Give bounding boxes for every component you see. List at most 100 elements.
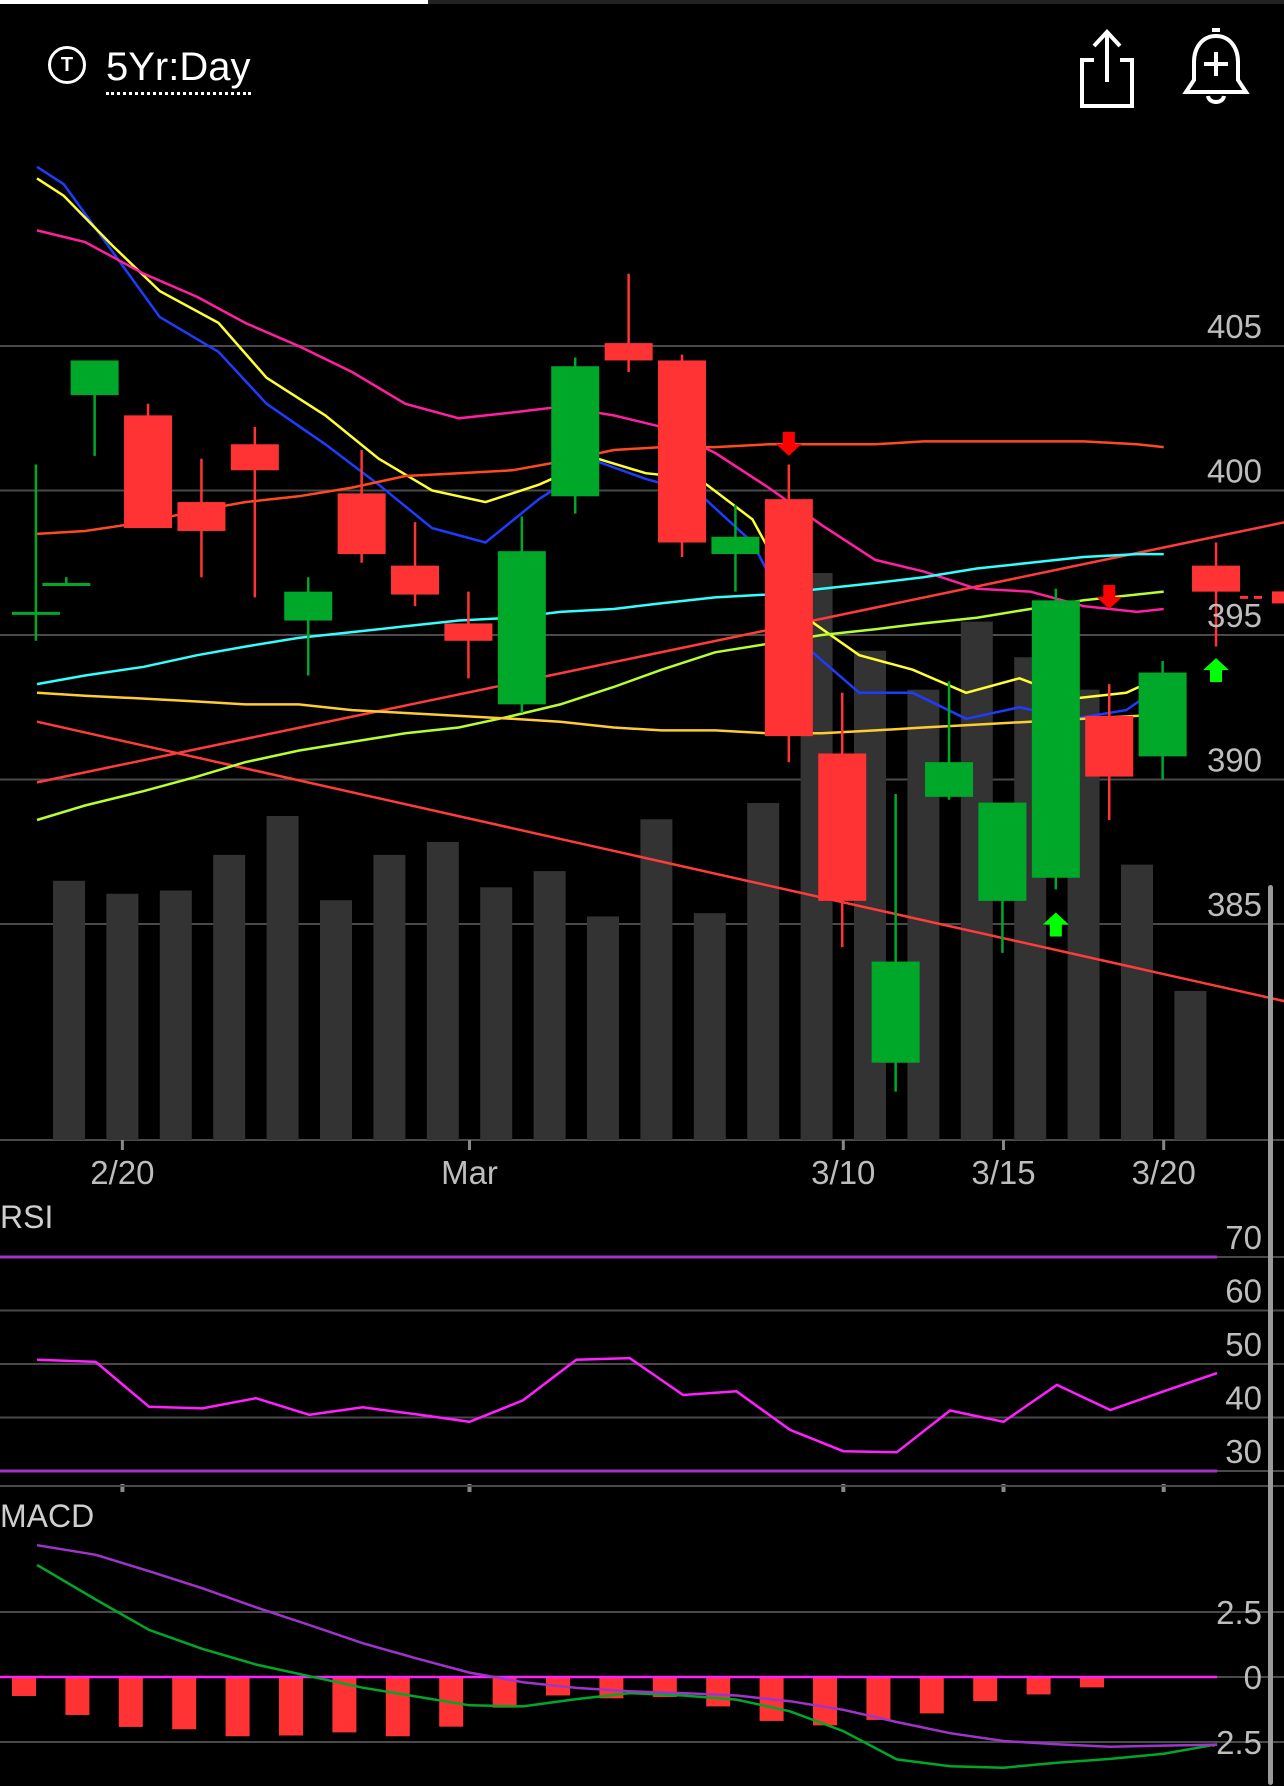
- volume-bar: [266, 816, 299, 1140]
- moving-average-line: [36, 691, 1164, 735]
- candle-up: [871, 961, 920, 1063]
- volume-bar: [426, 841, 459, 1140]
- volume-bar: [373, 854, 406, 1140]
- date-tick-label: Mar: [441, 1154, 498, 1191]
- macd-histogram-bar: [65, 1677, 90, 1715]
- macd-panel: MACD 2.5 0 -2.5: [0, 1498, 1284, 1769]
- macd-histogram-bar: [813, 1677, 837, 1726]
- macd-histogram-bar: [492, 1677, 517, 1708]
- rsi-title: RSI: [0, 1199, 53, 1235]
- macd-histogram-bar: [118, 1677, 143, 1727]
- macd-tick-label: 2.5: [1216, 1594, 1262, 1631]
- share-button[interactable]: [1070, 26, 1142, 110]
- volume-bar: [1121, 864, 1153, 1140]
- share-icon: [1080, 29, 1134, 108]
- rsi-tick-label: 40: [1225, 1380, 1262, 1417]
- candle-up: [551, 366, 600, 497]
- trend-line: [36, 720, 1284, 1003]
- signal-arrows: [775, 431, 1230, 937]
- date-tick-label: 2/20: [90, 1154, 154, 1191]
- candle-down: [444, 623, 493, 641]
- macd-histogram-bar: [973, 1677, 998, 1702]
- moving-average-line: [36, 440, 1164, 536]
- moving-average-line: [36, 229, 1164, 614]
- volume-bar: [480, 887, 513, 1140]
- candle-up: [11, 611, 60, 615]
- volume-bar: [213, 854, 246, 1140]
- sell-signal-arrow: [775, 431, 802, 456]
- moving-averages: [36, 165, 1165, 822]
- candle-down: [124, 415, 173, 529]
- volume-bar: [693, 913, 726, 1140]
- rsi-panel: RSI 70 60 50 40 30: [0, 1199, 1284, 1487]
- load-progress-track: [428, 0, 1284, 4]
- buy-signal-arrow: [1203, 658, 1230, 683]
- candle-up: [284, 591, 333, 621]
- load-progress-bar: [0, 0, 428, 4]
- candle-up: [42, 582, 91, 586]
- volume-bar: [640, 819, 673, 1140]
- moving-average-line: [36, 177, 1165, 700]
- price-tick-label: 405: [1207, 308, 1262, 345]
- volume-bar: [53, 880, 85, 1140]
- macd-tick-label: -2.5: [1205, 1724, 1262, 1761]
- macd-histogram-bar: [279, 1677, 303, 1736]
- date-tick-label: 3/15: [971, 1154, 1035, 1191]
- add-alert-bell-icon: [1182, 28, 1250, 104]
- moving-average-line: [36, 552, 1164, 686]
- candle-down: [1192, 565, 1241, 592]
- macd-title: MACD: [0, 1498, 94, 1534]
- macd-line: [36, 1543, 1218, 1748]
- macd-histogram-bar: [172, 1677, 197, 1730]
- candle-up: [925, 762, 974, 797]
- macd-histogram-bar: [866, 1677, 891, 1720]
- volume-bars: [53, 573, 1207, 1140]
- rsi-line: [36, 1356, 1218, 1454]
- date-axis-labels: 2/20 Mar 3/10 3/15 3/20: [90, 1154, 1196, 1191]
- add-alert-button[interactable]: [1180, 26, 1252, 110]
- volume-bar: [907, 689, 940, 1140]
- sell-signal-arrow: [1096, 584, 1123, 609]
- candle-down: [177, 502, 226, 531]
- buy-signal-arrow: [1042, 912, 1069, 937]
- volume-bar: [587, 916, 619, 1140]
- volume-bar: [533, 871, 566, 1140]
- candle-down: [818, 753, 867, 901]
- volume-bar: [320, 900, 352, 1140]
- top-toolbar: T 5Yr:Day: [0, 0, 1284, 130]
- candle-up: [711, 536, 760, 555]
- candle-up: [70, 360, 119, 396]
- last-price-marker: [1272, 591, 1284, 604]
- timeframe-selector[interactable]: 5Yr:Day: [106, 44, 251, 95]
- rsi-tick-label: 70: [1225, 1219, 1262, 1256]
- macd-histogram-bar: [1026, 1677, 1051, 1695]
- candle-down: [604, 343, 653, 361]
- candle-down: [1085, 715, 1134, 777]
- volume-bar: [747, 803, 780, 1140]
- macd-tick-label: 0: [1244, 1659, 1262, 1696]
- candle-up: [497, 551, 546, 705]
- candles: [11, 273, 1284, 1092]
- clock-t-icon[interactable]: T: [48, 46, 86, 84]
- price-tick-label: 395: [1207, 597, 1262, 634]
- date-tick-label: 3/20: [1132, 1154, 1196, 1191]
- rsi-tick-label: 50: [1225, 1326, 1262, 1363]
- vertical-scrollbar[interactable]: [1268, 885, 1273, 1785]
- macd-histogram-bar: [1080, 1677, 1104, 1688]
- candle-down: [230, 444, 279, 471]
- macd-histogram-bar: [225, 1677, 250, 1737]
- candle-down: [764, 499, 813, 737]
- candle-up: [1031, 600, 1080, 878]
- candle-down: [337, 493, 386, 555]
- macd-histogram-bar: [919, 1677, 944, 1714]
- macd-histogram-bar: [706, 1677, 731, 1707]
- candle-up: [1138, 672, 1187, 757]
- volume-bar: [159, 890, 192, 1140]
- macd-histogram-bar: [12, 1677, 36, 1696]
- price-tick-label: 385: [1207, 886, 1262, 923]
- volume-bar: [1174, 990, 1207, 1140]
- rsi-tick-label: 60: [1225, 1273, 1262, 1310]
- price-tick-label: 390: [1207, 742, 1262, 779]
- price-axis-labels: 405 400 395 390 385: [1207, 308, 1262, 923]
